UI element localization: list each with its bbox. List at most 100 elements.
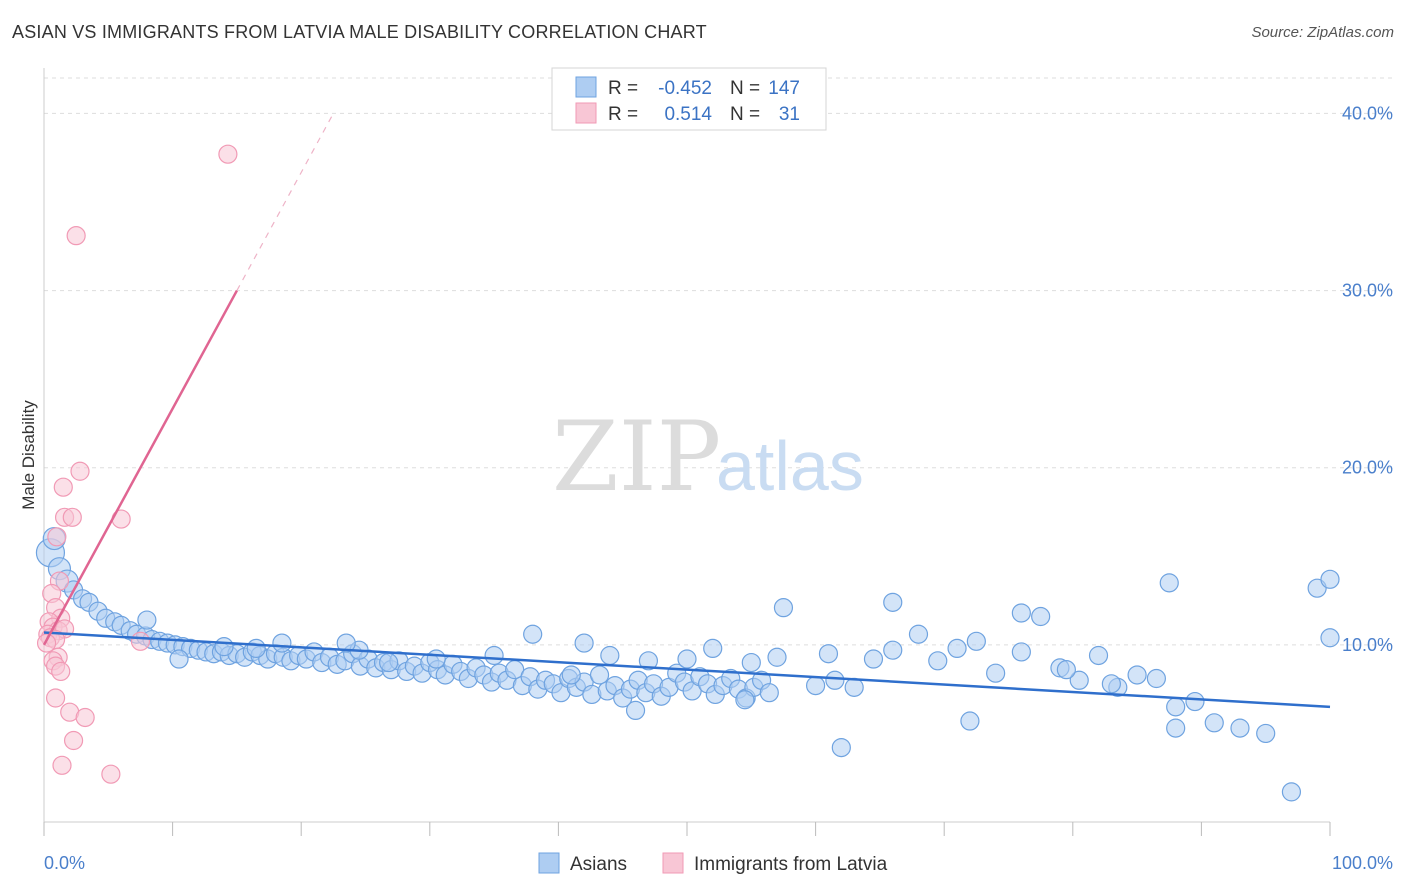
latvia-legend-swatch — [662, 852, 684, 874]
latvia-point — [36, 633, 57, 653]
y-tick-label: 20.0% — [1342, 458, 1393, 478]
asians-point — [1281, 782, 1302, 802]
asians-point — [1166, 718, 1186, 738]
asians-point — [272, 633, 292, 653]
x-tick-label: 0.0% — [44, 853, 85, 873]
latvia-point — [62, 507, 82, 527]
asians-point — [1230, 718, 1250, 738]
asians-point — [600, 645, 620, 666]
legend-r-label-1: R = — [608, 78, 638, 99]
latvia-point — [70, 461, 90, 481]
asians-point — [831, 737, 851, 758]
latvia-point — [52, 755, 72, 775]
asians-point — [883, 640, 903, 660]
asians-point — [741, 652, 761, 673]
asians-point — [1166, 697, 1186, 717]
asians-point — [379, 652, 399, 673]
latvia-point — [51, 661, 71, 682]
asians-point — [960, 711, 980, 731]
asians-point — [589, 665, 610, 685]
asians-point — [1256, 723, 1276, 744]
asians-point — [805, 675, 826, 696]
asians-point — [1056, 660, 1076, 680]
asians-point — [1185, 691, 1205, 712]
trend-lines — [42, 113, 1331, 709]
asians-point — [735, 690, 755, 710]
asians-point — [246, 638, 266, 659]
y-axis-label: Male Disability — [19, 400, 38, 510]
asians-point — [1204, 713, 1224, 733]
latvia-point — [130, 631, 151, 651]
asians-point — [1031, 606, 1051, 627]
legend-n-value-2: 31 — [779, 104, 800, 125]
asians-point — [825, 670, 845, 690]
asians-point — [844, 677, 864, 697]
asians-point — [426, 649, 446, 669]
stats-legend: R = -0.452 N = 147 R = 0.514 N = 31 — [551, 67, 827, 131]
asians-point — [638, 651, 659, 671]
legend-n-label-1: N = — [730, 78, 760, 99]
asians-point — [908, 624, 929, 644]
asians-point — [883, 592, 903, 612]
asians-point — [561, 665, 581, 685]
y-tick-label: 10.0% — [1342, 635, 1393, 655]
latvia-point — [47, 527, 67, 547]
asians-swatch — [575, 76, 597, 98]
legend-r-value-1: -0.452 — [658, 78, 712, 99]
y-tick-label: 40.0% — [1342, 103, 1393, 123]
stats-legend-box — [551, 67, 827, 131]
latvia-point — [218, 144, 238, 164]
watermark-zip: ZIP — [552, 401, 721, 513]
chart-source: Source: ZipAtlas.com — [1251, 24, 1394, 41]
legend-n-value-1: 147 — [768, 78, 800, 99]
asians-point — [1088, 645, 1109, 666]
asians-point — [1159, 573, 1179, 593]
asians-point — [947, 638, 967, 659]
asians-point — [336, 633, 356, 653]
asians-point — [214, 637, 234, 657]
asians-legend-swatch — [538, 852, 560, 874]
y-tick-labels: 10.0% 20.0% 30.0% 40.0% — [1342, 103, 1393, 654]
asians-point — [1069, 670, 1089, 690]
legend-r-value-2: 0.514 — [664, 104, 712, 125]
asians-point — [625, 700, 646, 721]
legend-r-label-2: R = — [608, 104, 638, 125]
latvia-swatch — [575, 102, 597, 124]
asians-point — [1127, 665, 1147, 685]
latvia-trend-line — [42, 289, 238, 646]
latvia-point — [75, 707, 95, 728]
asians-point — [966, 631, 986, 651]
asians-point — [1320, 628, 1340, 648]
x-tick-label: 100.0% — [1332, 853, 1393, 873]
legend-n-label-2: N = — [730, 104, 760, 125]
asians-point — [773, 598, 794, 618]
y-tick-label: 30.0% — [1342, 281, 1393, 301]
asians-point — [574, 633, 594, 653]
asians-point — [1101, 674, 1121, 694]
latvia-point — [63, 730, 84, 751]
latvia-trend-extension — [236, 113, 334, 291]
asians-point — [928, 651, 948, 671]
latvia-point — [53, 477, 73, 497]
series-legend: Asians Immigrants from Latvia — [538, 852, 888, 875]
asians-point — [677, 649, 697, 669]
gridlines — [44, 77, 1394, 646]
asians-point — [523, 624, 543, 644]
asians-point — [1011, 642, 1031, 662]
x-tick-labels: 0.0% 100.0% — [44, 853, 1393, 873]
asians-point — [703, 638, 723, 659]
latvia-point — [66, 226, 86, 246]
asians-point — [863, 649, 884, 669]
data-points — [35, 144, 1340, 802]
asians-legend-label: Asians — [570, 854, 627, 875]
asians-point — [767, 647, 787, 667]
asians-point — [759, 683, 779, 703]
latvia-legend-label: Immigrants from Latvia — [694, 854, 888, 875]
axes — [43, 68, 1331, 836]
asians-point — [1146, 668, 1166, 689]
asians-point — [986, 663, 1006, 683]
watermark: ZIP atlas — [552, 401, 864, 513]
chart-title: ASIAN VS IMMIGRANTS FROM LATVIA MALE DIS… — [12, 22, 707, 42]
asians-point — [484, 645, 504, 666]
